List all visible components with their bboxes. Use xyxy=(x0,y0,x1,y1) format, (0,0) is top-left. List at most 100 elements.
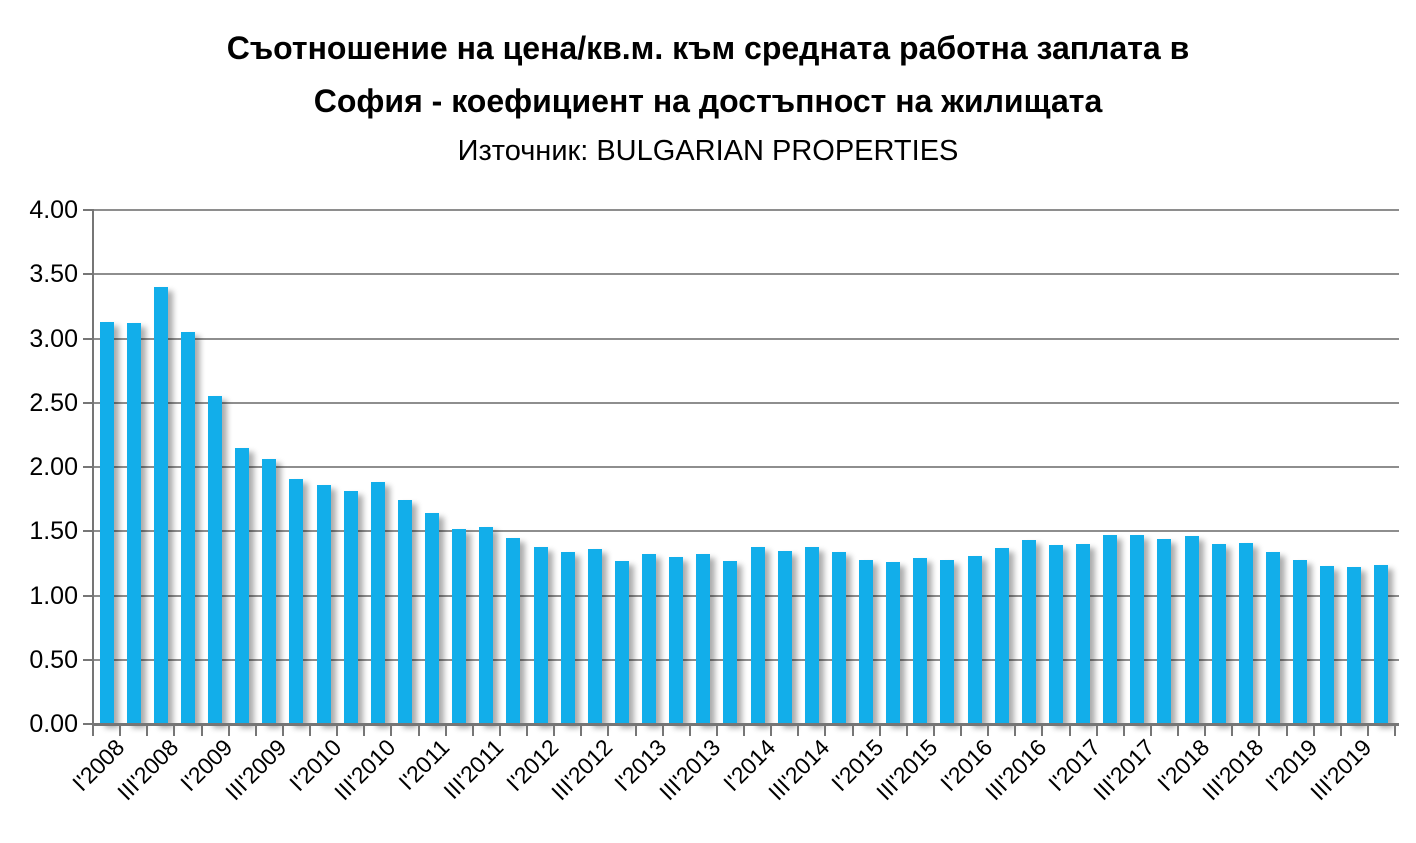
x-axis-tick xyxy=(471,724,474,736)
x-axis-tick xyxy=(987,724,990,736)
x-axis-tick xyxy=(851,724,854,736)
x-axis-tick xyxy=(960,724,962,736)
bar xyxy=(560,551,575,724)
x-axis-tick xyxy=(634,724,637,736)
x-axis-tick xyxy=(227,724,230,736)
bar xyxy=(669,556,684,724)
x-axis-tick xyxy=(1312,724,1315,736)
x-axis-tick xyxy=(526,724,528,736)
x-axis-tick xyxy=(661,724,664,736)
x-axis-tick xyxy=(173,724,176,736)
x-axis-tick xyxy=(336,724,339,736)
y-axis-label: 2.00 xyxy=(29,453,78,481)
bar xyxy=(1157,538,1172,724)
bar xyxy=(370,482,385,724)
bar xyxy=(1293,559,1308,724)
gridline xyxy=(93,466,1399,468)
x-axis-tick xyxy=(363,724,366,736)
chart-source-line: Източник: BULGARIAN PROPERTIES xyxy=(457,135,959,167)
bar xyxy=(235,447,250,724)
bar xyxy=(886,562,901,724)
bar xyxy=(614,560,629,724)
bar xyxy=(696,554,711,724)
x-axis-tick xyxy=(688,724,691,736)
chart-title-line2: София - коефициент на достъпност на жили… xyxy=(313,83,1103,119)
bar xyxy=(804,546,819,724)
x-axis-tick xyxy=(797,724,800,736)
x-axis-tick xyxy=(146,724,149,736)
x-axis-tick xyxy=(1231,724,1234,736)
bar xyxy=(506,537,521,724)
x-axis-tick xyxy=(1122,724,1125,736)
y-axis-label: 1.00 xyxy=(29,581,78,610)
bar xyxy=(1184,536,1199,724)
bar xyxy=(397,500,412,724)
y-axis-tick xyxy=(83,658,93,661)
bar xyxy=(1238,542,1253,724)
y-axis-tick xyxy=(83,209,93,211)
x-axis-tick xyxy=(770,724,773,736)
bar xyxy=(1076,544,1091,724)
x-axis-tick xyxy=(281,724,284,736)
gridline xyxy=(93,337,1399,340)
bar xyxy=(777,550,792,724)
bar xyxy=(1021,540,1036,724)
x-axis-tick xyxy=(1394,724,1396,736)
x-axis-tick xyxy=(444,724,447,736)
bar xyxy=(1320,565,1335,724)
bar xyxy=(153,287,168,724)
bar xyxy=(425,513,440,724)
x-axis-tick xyxy=(119,724,122,736)
y-axis-line xyxy=(92,209,94,725)
bar xyxy=(750,546,765,724)
x-axis-tick xyxy=(498,724,501,736)
gridline xyxy=(93,273,1399,276)
x-axis-tick xyxy=(905,724,908,736)
y-axis-label: 1.50 xyxy=(29,517,78,546)
x-axis-tick xyxy=(1041,724,1044,736)
bar xyxy=(1347,567,1362,724)
bar xyxy=(1265,551,1280,724)
x-axis-tick xyxy=(878,724,881,736)
bar xyxy=(831,551,846,724)
x-axis-tick xyxy=(200,724,203,736)
bar xyxy=(316,484,331,724)
x-axis-tick xyxy=(932,724,935,736)
gridline xyxy=(93,209,1399,211)
bar xyxy=(587,549,602,724)
bar xyxy=(208,396,223,724)
x-axis-tick xyxy=(92,724,94,736)
y-axis-tick xyxy=(83,723,93,725)
y-axis-label: 3.00 xyxy=(29,324,78,353)
y-axis-label: 0.50 xyxy=(29,645,78,674)
x-axis-tick xyxy=(417,724,420,736)
bar xyxy=(479,527,494,724)
x-axis-tick xyxy=(1258,724,1261,736)
x-axis-tick xyxy=(1014,724,1017,736)
x-axis-tick xyxy=(824,724,827,736)
bar xyxy=(913,558,928,724)
x-axis-line xyxy=(92,723,1399,726)
x-axis-label-text: III'2019 xyxy=(1305,734,1377,806)
x-axis-tick xyxy=(715,724,718,736)
bar xyxy=(723,560,738,724)
x-axis-tick xyxy=(309,724,311,736)
chart-header: Съотношение на цена/кв.м. към средната р… xyxy=(0,22,1416,174)
bar xyxy=(99,321,114,724)
x-axis-tick xyxy=(1068,724,1071,736)
x-axis-tick xyxy=(390,724,393,736)
bar xyxy=(452,528,467,724)
bar xyxy=(1211,544,1226,724)
x-axis-tick xyxy=(607,724,610,736)
bar xyxy=(859,559,874,724)
x-axis-tick xyxy=(1149,724,1152,736)
y-axis-tick xyxy=(83,466,93,468)
bar xyxy=(1374,564,1389,724)
bar xyxy=(1103,535,1118,724)
bar xyxy=(642,554,657,724)
y-axis-label: 0.00 xyxy=(29,710,78,738)
gridline xyxy=(93,401,1399,404)
y-axis-tick xyxy=(83,530,93,533)
